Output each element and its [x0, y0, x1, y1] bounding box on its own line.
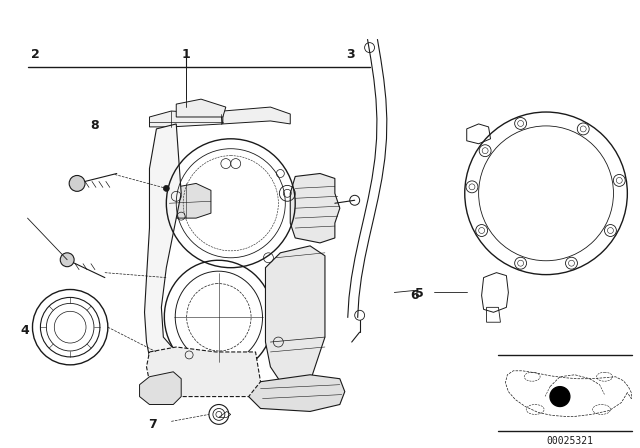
Text: 8: 8 [90, 119, 99, 132]
Text: 3: 3 [346, 48, 355, 61]
Text: 6: 6 [410, 289, 419, 302]
Text: 1: 1 [182, 48, 191, 61]
Circle shape [550, 387, 570, 406]
Text: 5: 5 [415, 287, 424, 300]
Text: 2: 2 [31, 48, 39, 61]
Polygon shape [150, 111, 223, 127]
Polygon shape [176, 99, 226, 117]
Polygon shape [266, 246, 325, 387]
Polygon shape [170, 183, 211, 218]
Text: 7: 7 [148, 418, 156, 431]
Polygon shape [145, 124, 181, 365]
Circle shape [163, 185, 170, 191]
Circle shape [60, 253, 74, 267]
Text: 4: 4 [20, 323, 29, 336]
Polygon shape [140, 372, 181, 405]
Text: 00025321: 00025321 [547, 436, 593, 446]
Polygon shape [223, 107, 291, 124]
Circle shape [69, 176, 85, 191]
Polygon shape [291, 173, 340, 243]
Polygon shape [147, 347, 260, 396]
Polygon shape [248, 375, 345, 411]
